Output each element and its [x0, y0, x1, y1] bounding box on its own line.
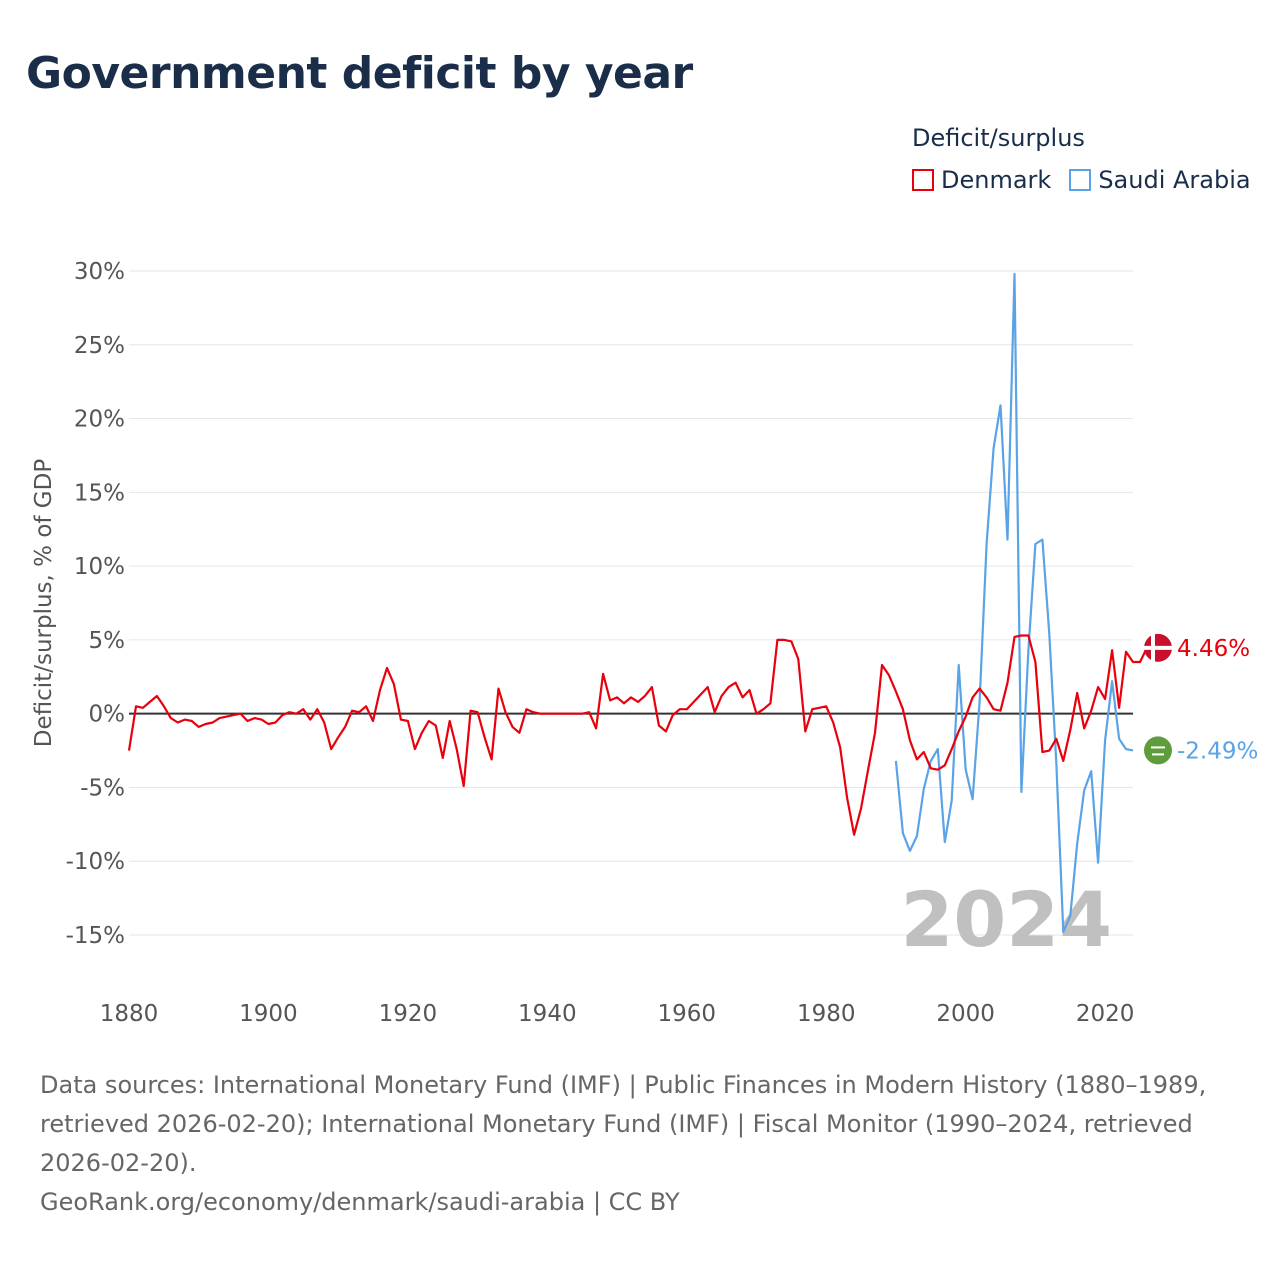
y-tick-label: -5% — [80, 775, 125, 801]
year-watermark: 2024 — [900, 875, 1112, 964]
y-tick-label: 5% — [89, 628, 126, 654]
series-line-denmark — [127, 634, 1148, 836]
y-tick-label: 30% — [74, 259, 125, 285]
x-tick-label: 1900 — [239, 1001, 298, 1027]
legend-label-denmark: Denmark — [941, 166, 1052, 194]
y-tick-label: -10% — [66, 849, 125, 875]
saudi-arabia-flag-script — [1151, 746, 1165, 749]
legend-swatch-saudi-arabia — [1069, 169, 1092, 191]
source-note: Data sources: International Monetary Fun… — [40, 1071, 1207, 1177]
saudi-arabia-flag-sword — [1152, 753, 1164, 756]
y-axis-title: Deficit/surplus, % of GDP — [31, 459, 57, 748]
legend-item-denmark[interactable]: Denmark — [912, 166, 1051, 194]
x-tick-label: 2000 — [936, 1001, 995, 1027]
y-tick-label: 15% — [74, 480, 125, 506]
y-tick-label: 10% — [74, 554, 125, 580]
x-tick-label: 1980 — [797, 1001, 856, 1027]
x-tick-label: 2020 — [1076, 1001, 1135, 1027]
y-tick-label: 25% — [74, 333, 125, 359]
end-label-denmark: 4.46% — [1177, 636, 1250, 662]
legend-swatch-denmark — [912, 169, 934, 191]
site-note[interactable]: GeoRank.org/economy/denmark/saudi-arabia… — [40, 1188, 680, 1216]
saudi-arabia-flag-icon — [1144, 736, 1172, 765]
end-label-saudi-arabia: -2.49% — [1177, 738, 1258, 764]
legend-item-saudi-arabia[interactable]: Saudi Arabia — [1069, 166, 1251, 194]
legend-label-saudi-arabia: Saudi Arabia — [1098, 166, 1251, 194]
series-line-saudi-arabia — [894, 272, 1134, 934]
footer: Data sources: International Monetary Fun… — [40, 1066, 1240, 1222]
denmark-flag-cross-horizontal — [1144, 645, 1172, 650]
x-tick-label: 1940 — [518, 1001, 577, 1027]
x-tick-label: 1920 — [379, 1001, 438, 1027]
x-tick-label: 1960 — [658, 1001, 717, 1027]
y-tick-label: 20% — [74, 407, 125, 433]
chart-title: Government deficit by year — [26, 48, 693, 99]
legend-title: Deficit/surplus — [912, 124, 1085, 152]
x-tick-label: 1880 — [100, 1001, 159, 1027]
y-tick-label: 0% — [89, 702, 126, 728]
line-chart: -15% -10% -5% 0% 5% 10% 15% 20% 25% 30% 1880 1900 19… — [31, 259, 1258, 1027]
y-tick-label: -15% — [66, 923, 125, 949]
legend: Denmark Saudi Arabia — [912, 166, 1269, 194]
